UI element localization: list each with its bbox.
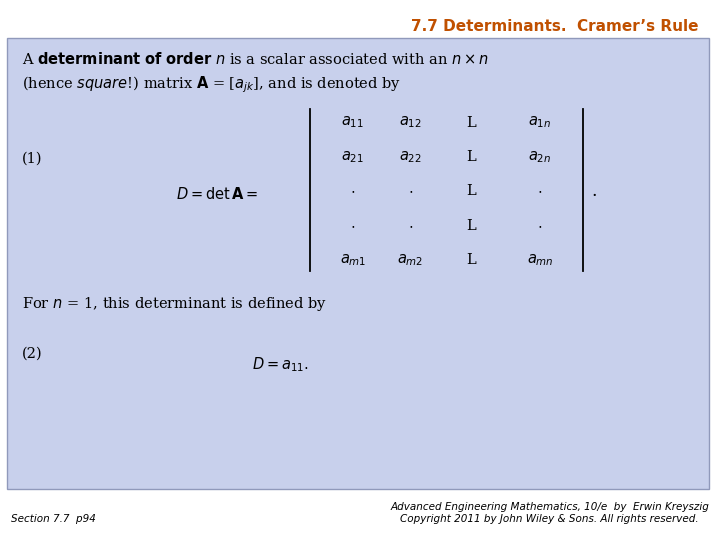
Text: Advanced Engineering Mathematics, 10/e  by  Erwin Kreyszig
Copyright 2011 by Joh: Advanced Engineering Mathematics, 10/e b… [390,502,709,524]
Text: For $n$ = 1, this determinant is defined by: For $n$ = 1, this determinant is defined… [22,295,327,313]
FancyBboxPatch shape [7,38,709,489]
Text: $a_{11}$: $a_{11}$ [341,114,364,131]
Text: A $\mathbf{determinant\ of\ order}$ $n$ is a scalar associated with an $n \times: A $\mathbf{determinant\ of\ order}$ $n$ … [22,51,488,68]
Text: L: L [467,116,477,130]
Text: $\cdot$: $\cdot$ [350,185,356,198]
Text: $\cdot$: $\cdot$ [408,219,413,233]
Text: (hence $\boldsymbol{\mathit{square}}$!) matrix $\mathbf{A}$ = [$a_{jk}$], and is: (hence $\boldsymbol{\mathit{square}}$!) … [22,74,401,94]
Text: (2): (2) [22,347,42,361]
Text: L: L [467,219,477,233]
Text: $a_{mn}$: $a_{mn}$ [526,252,554,268]
Text: $a_{1n}$: $a_{1n}$ [528,114,552,131]
Text: L: L [467,150,477,164]
Text: $a_{12}$: $a_{12}$ [399,114,422,131]
Text: $a_{m1}$: $a_{m1}$ [340,252,366,268]
Text: L: L [467,253,477,267]
Text: $a_{21}$: $a_{21}$ [341,149,364,165]
Text: .: . [592,183,598,200]
Text: $a_{2n}$: $a_{2n}$ [528,149,552,165]
Text: Section 7.7  p94: Section 7.7 p94 [11,514,96,524]
Text: $\cdot$: $\cdot$ [537,219,543,233]
Text: (1): (1) [22,151,42,165]
Text: 7.7 Determinants.  Cramer’s Rule: 7.7 Determinants. Cramer’s Rule [411,19,698,34]
Text: $D = \mathrm{det}\,\mathbf{A} =$: $D = \mathrm{det}\,\mathbf{A} =$ [176,186,258,202]
Text: $\cdot$: $\cdot$ [408,185,413,198]
Text: $a_{m2}$: $a_{m2}$ [397,252,423,268]
Text: $\cdot$: $\cdot$ [537,185,543,198]
Text: $a_{22}$: $a_{22}$ [399,149,422,165]
Text: $\cdot$: $\cdot$ [350,219,356,233]
Text: $D = a_{11}.$: $D = a_{11}.$ [252,355,309,374]
Text: L: L [467,185,477,198]
